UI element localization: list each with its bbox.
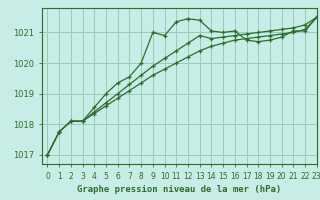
X-axis label: Graphe pression niveau de la mer (hPa): Graphe pression niveau de la mer (hPa) [77, 185, 281, 194]
